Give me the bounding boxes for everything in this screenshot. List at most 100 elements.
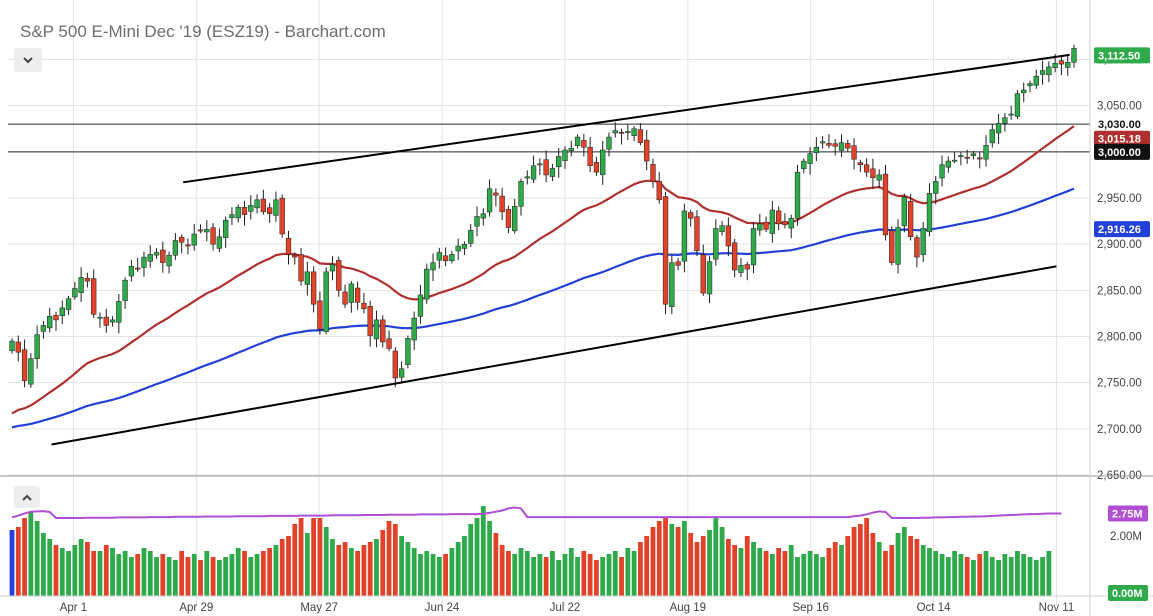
volume-bar: [487, 521, 492, 596]
volume-bar: [506, 551, 511, 596]
volume-bar: [675, 527, 681, 596]
volume-bar: [889, 545, 895, 596]
candle-body: [995, 122, 1002, 134]
volume-bar: [172, 560, 178, 596]
volume-bar: [788, 545, 794, 596]
candle-body: [380, 319, 386, 343]
ma200-badge: 2,916.26: [1098, 224, 1141, 236]
volume-bar: [223, 557, 229, 596]
candle-body: [1014, 93, 1021, 117]
volume-bar: [581, 551, 587, 596]
volume-bar: [330, 539, 335, 596]
volume-bar: [644, 536, 650, 596]
candle-body: [512, 206, 518, 232]
volume-bar: [361, 545, 367, 596]
volume-bar: [543, 557, 549, 596]
candle-body: [47, 315, 53, 329]
candle-body: [889, 230, 895, 263]
candle-body: [21, 349, 28, 382]
volume-bar: [839, 545, 844, 596]
candle-body: [329, 264, 336, 272]
volume-bar: [945, 557, 951, 596]
volume-bar: [606, 554, 612, 596]
candle-body: [681, 210, 688, 262]
candle-body: [637, 129, 644, 143]
candle-body: [442, 255, 449, 262]
candle-body: [606, 136, 612, 150]
candle-body: [757, 223, 763, 231]
volume-bar: [323, 527, 329, 596]
volume-bar: [254, 554, 260, 596]
volume-ma: [11, 506, 1062, 519]
candle-body: [78, 277, 84, 293]
candle-body: [273, 199, 279, 216]
volume-bar: [91, 551, 97, 596]
x-tick-label: Sep 16: [792, 602, 828, 614]
collapse-button[interactable]: [14, 48, 42, 72]
candle-body: [769, 209, 776, 234]
candle-body: [863, 164, 870, 173]
volume-bar: [738, 548, 744, 596]
volume-bar: [66, 551, 71, 596]
candle-body: [373, 319, 380, 340]
volume-bar: [229, 554, 235, 596]
candle-body: [185, 244, 191, 247]
candle-body: [266, 207, 273, 214]
candle-body: [141, 256, 147, 268]
volume-bar: [725, 539, 731, 596]
volume-bar: [248, 557, 254, 596]
volume-bar: [769, 554, 775, 596]
volume-bar: [870, 533, 876, 596]
candle-body: [1008, 113, 1014, 116]
candle-body: [600, 149, 606, 175]
candle-body: [694, 216, 700, 251]
candle-body: [386, 338, 392, 349]
candle-body: [116, 301, 122, 323]
candle-body: [945, 160, 951, 168]
volume-bar: [122, 551, 128, 596]
candle-body: [964, 156, 970, 159]
horizontal-levels: [8, 123, 1090, 153]
volume-bar: [568, 548, 574, 596]
candle-body: [1033, 75, 1039, 86]
candle-body: [210, 227, 216, 245]
candle-body: [455, 245, 461, 252]
volume-bar: [474, 518, 480, 596]
volume-bar: [499, 545, 505, 596]
volume-bar: [242, 551, 247, 596]
candle-body: [204, 229, 210, 233]
candle-body: [650, 164, 656, 182]
volume-bar: [267, 548, 273, 596]
candle-body: [882, 173, 889, 236]
volume-bar: [518, 548, 524, 596]
candle-body: [914, 237, 920, 258]
candle-body: [801, 160, 807, 170]
volume-bar: [292, 524, 298, 596]
volume-bar: [832, 542, 838, 596]
volume-bar: [857, 524, 863, 596]
chart-title: S&P 500 E-Mini Dec '19 (ESZ19) - Barchar…: [20, 22, 386, 41]
volume-bar: [154, 557, 159, 596]
last-price-badge-bg: [1094, 47, 1150, 64]
volume-bar: [279, 539, 285, 596]
volume-bar: [694, 542, 700, 596]
candle-body: [179, 236, 185, 243]
candle-body: [901, 196, 907, 227]
volume-bar: [424, 551, 430, 596]
volume-bar: [795, 557, 800, 596]
x-tick-label: Jul 22: [550, 602, 581, 614]
volume-bar: [1027, 557, 1033, 596]
volume-badge: 0.00M: [1112, 588, 1143, 600]
volume-bar: [851, 527, 857, 596]
candle-body: [417, 294, 424, 317]
candle-body: [147, 254, 153, 262]
candle-body: [524, 176, 530, 179]
candle-body: [285, 237, 292, 255]
volume-bar: [455, 542, 461, 596]
candle-body: [625, 131, 631, 133]
expand-button[interactable]: [14, 486, 40, 508]
candle-body: [895, 227, 901, 265]
volume-bar: [700, 536, 706, 596]
volume-bar: [22, 518, 27, 596]
volume-bar: [845, 536, 851, 596]
